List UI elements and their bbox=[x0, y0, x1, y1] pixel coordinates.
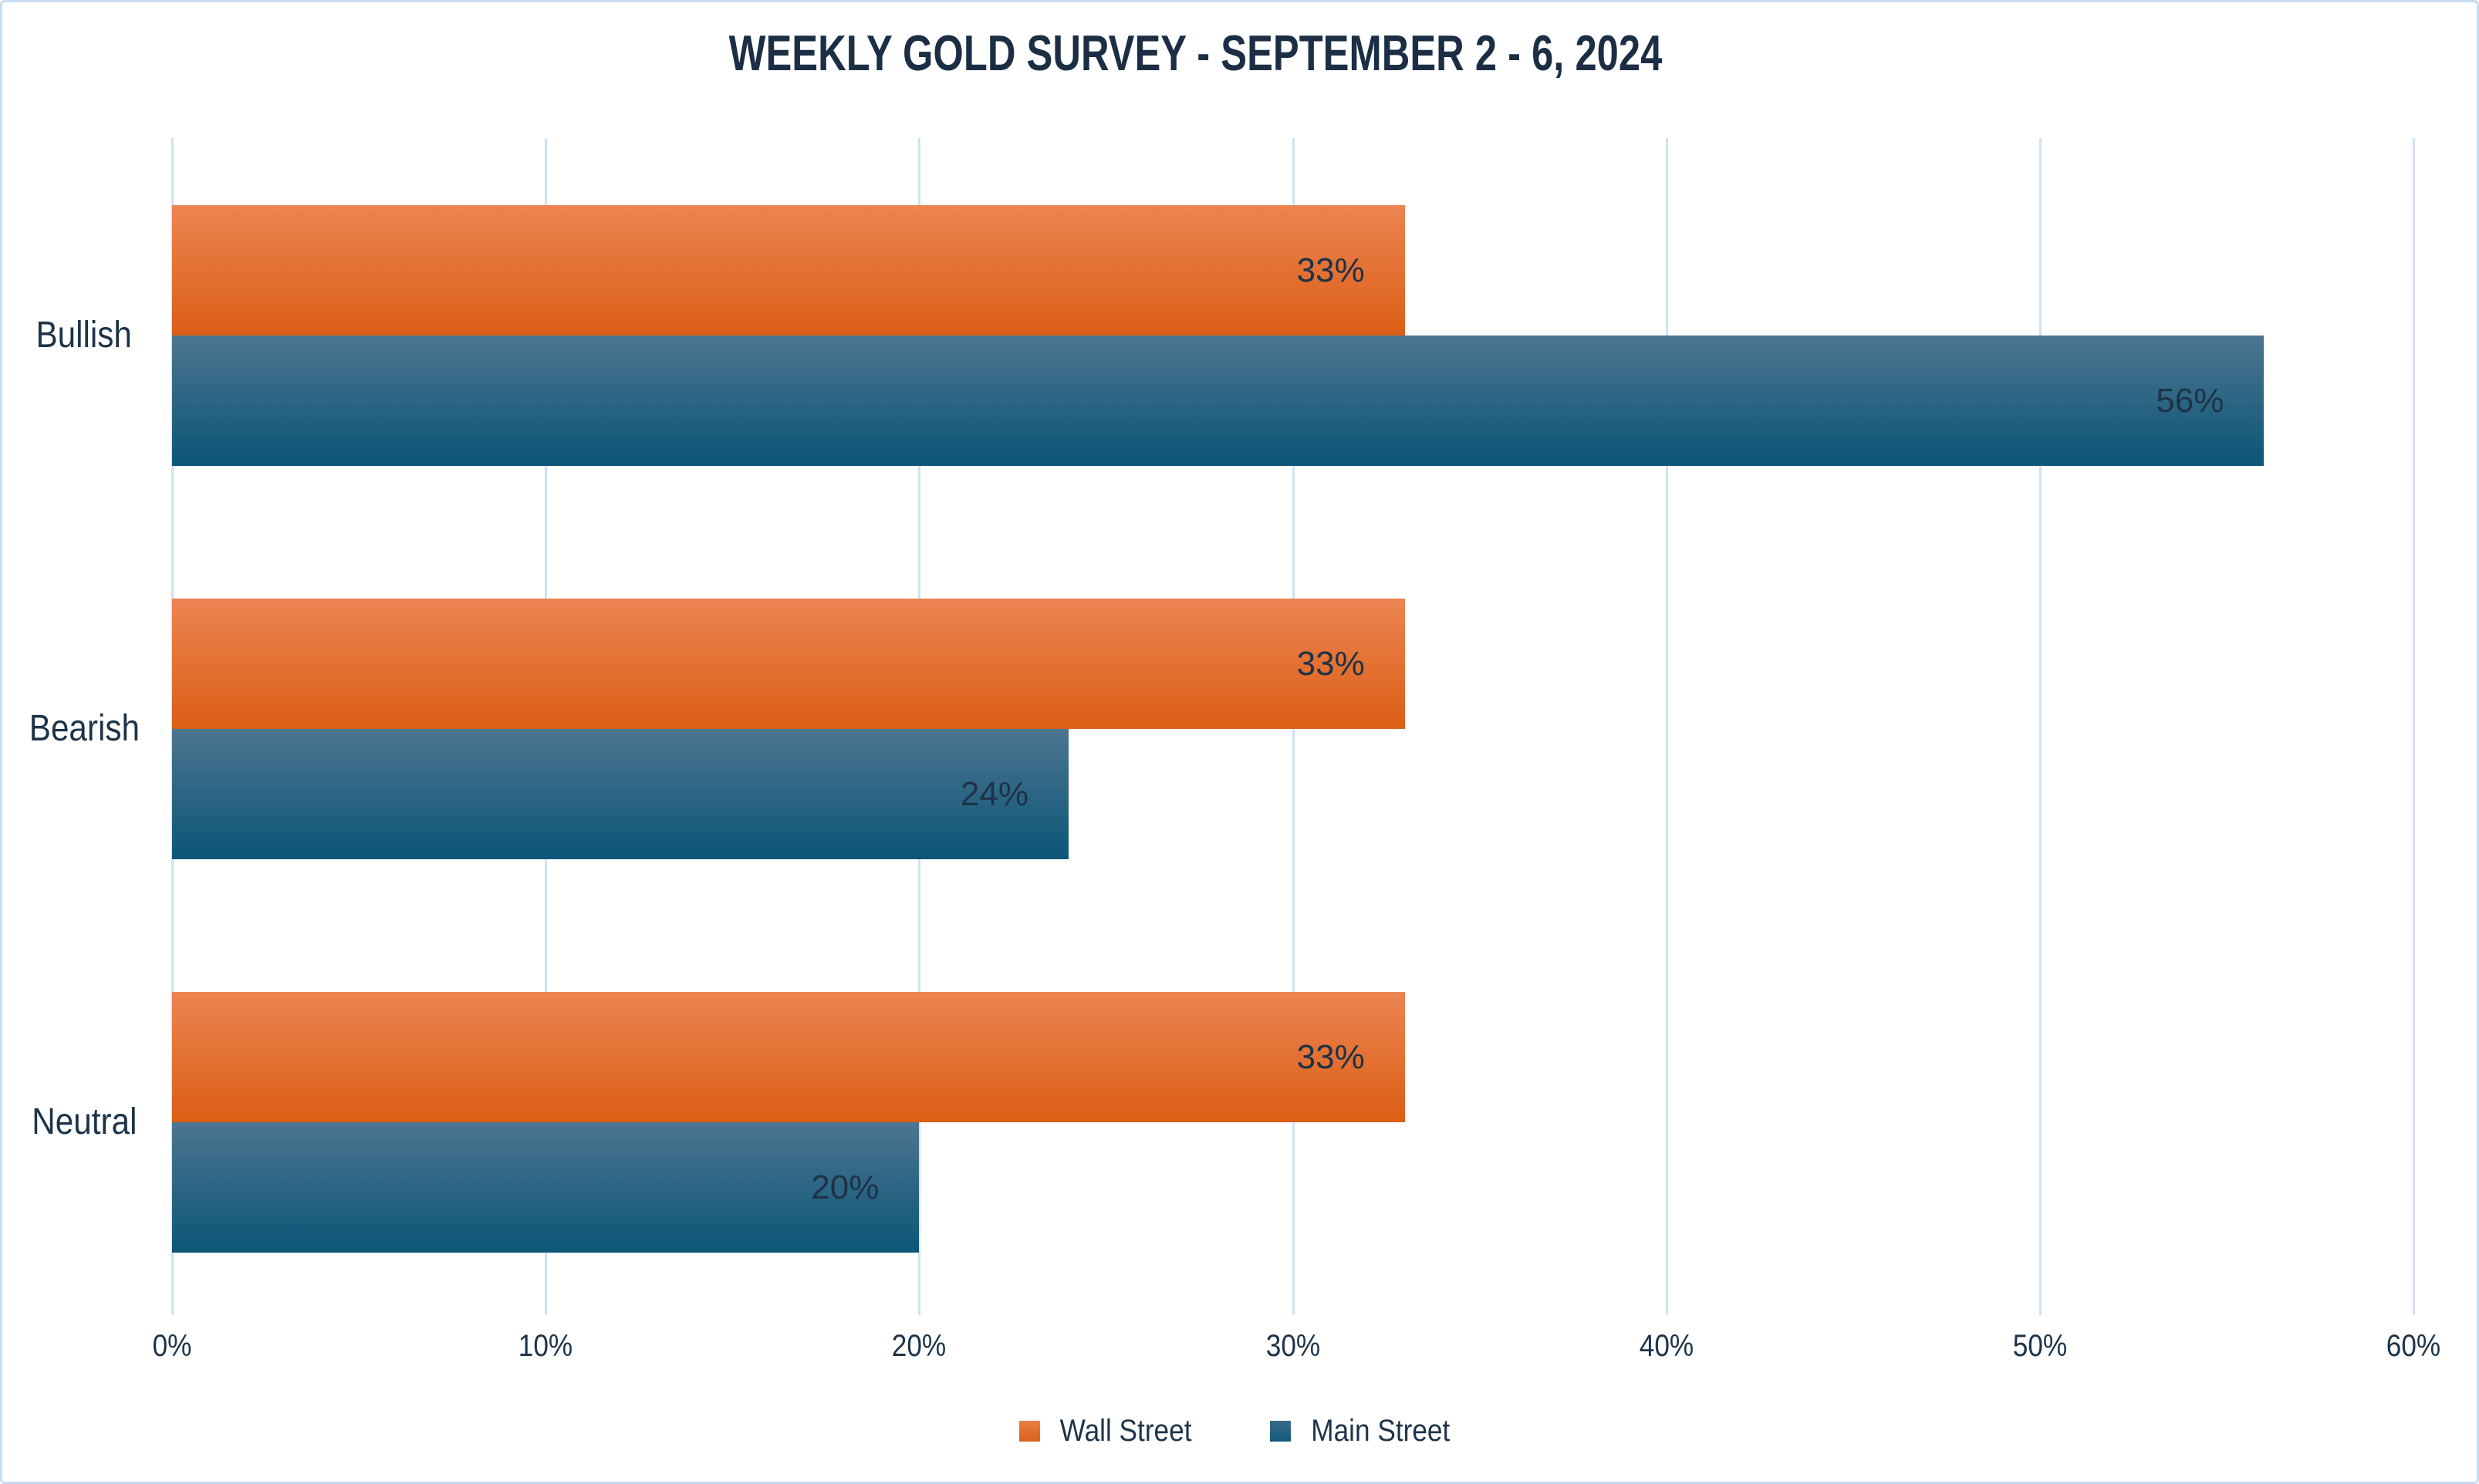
bars-layer: 33% 56% 33% 24% 33% 20% bbox=[172, 138, 2413, 1315]
bar-value-label: 33% bbox=[1296, 251, 1365, 289]
legend-label-main-street: Main Street bbox=[1311, 1413, 1451, 1448]
bar-main-street-neutral[interactable]: 20% bbox=[172, 1122, 920, 1253]
gridline bbox=[2413, 138, 2415, 1315]
category-label-bearish: Bearish bbox=[29, 708, 140, 749]
gridline bbox=[2038, 138, 2042, 1315]
chart-title-text: WEEKLY GOLD SURVEY - SEPTEMBER 2 - 6, 20… bbox=[728, 25, 1662, 81]
gridline bbox=[1665, 138, 1668, 1315]
legend-item-wall-street[interactable]: Wall Street bbox=[1019, 1414, 1201, 1449]
category-row-neutral: 33% 20% bbox=[172, 992, 2413, 1253]
legend-label-wall-street: Wall Street bbox=[1059, 1413, 1192, 1448]
bar-value-label: 33% bbox=[1296, 644, 1365, 683]
category-label-bullish: Bullish bbox=[35, 315, 133, 356]
bar-wall-street-bullish[interactable]: 33% bbox=[172, 205, 1405, 336]
plot-area: 33% 56% 33% 24% 33% 20% bbox=[171, 138, 2415, 1315]
x-axis: 0% 10% 20% 30% 40% 50% 60% bbox=[152, 1329, 2441, 1363]
category-label-neutral: Neutral bbox=[31, 1101, 137, 1142]
legend: Wall Street Main Street bbox=[2, 1408, 2477, 1454]
category-row-bullish: 33% 56% bbox=[172, 205, 2413, 466]
bar-wall-street-neutral[interactable]: 33% bbox=[172, 992, 1405, 1122]
bar-wall-street-bearish[interactable]: 33% bbox=[172, 599, 1405, 729]
legend-item-main-street[interactable]: Main Street bbox=[1270, 1414, 1460, 1449]
bar-value-label: 33% bbox=[1296, 1037, 1365, 1076]
bar-main-street-bearish[interactable]: 24% bbox=[172, 729, 1069, 859]
category-row-bearish: 33% 24% bbox=[172, 599, 2413, 859]
bar-value-label: 56% bbox=[2156, 381, 2224, 420]
chart-title: WEEKLY GOLD SURVEY - SEPTEMBER 2 - 6, 20… bbox=[2, 24, 2388, 83]
bar-value-label: 20% bbox=[811, 1168, 880, 1206]
bar-main-street-bullish[interactable]: 56% bbox=[172, 336, 2265, 466]
legend-swatch-main-street-icon bbox=[1270, 1420, 1292, 1442]
legend-swatch-wall-street-icon bbox=[1019, 1420, 1041, 1442]
bar-value-label: 24% bbox=[960, 774, 1028, 813]
